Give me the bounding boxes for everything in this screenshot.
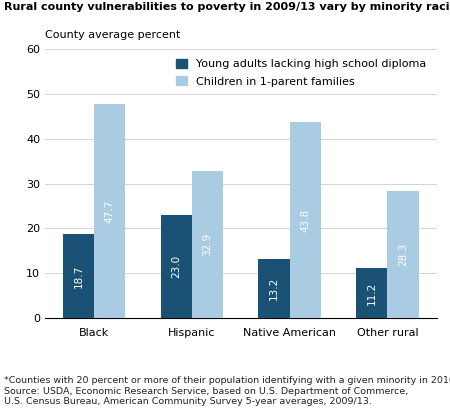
Bar <box>94 104 126 318</box>
Text: 11.2: 11.2 <box>367 282 377 305</box>
Bar <box>192 171 223 318</box>
Text: 32.9: 32.9 <box>202 233 212 256</box>
Bar <box>387 191 418 318</box>
Text: 47.7: 47.7 <box>105 200 115 223</box>
Text: *Counties with 20 percent or more of their population identifying with a given m: *Counties with 20 percent or more of the… <box>4 376 450 406</box>
Bar <box>63 234 94 318</box>
Bar <box>258 259 290 318</box>
Bar <box>356 268 387 318</box>
Text: County average percent: County average percent <box>45 30 180 40</box>
Text: 23.0: 23.0 <box>171 255 181 278</box>
Bar <box>290 122 321 318</box>
Text: Rural county vulnerabilities to poverty in 2009/13 vary by minority racial/ethni: Rural county vulnerabilities to poverty … <box>4 2 450 12</box>
Bar <box>161 215 192 318</box>
Text: 43.8: 43.8 <box>300 208 310 232</box>
Text: 18.7: 18.7 <box>73 265 83 288</box>
Text: 13.2: 13.2 <box>269 277 279 300</box>
Text: 28.3: 28.3 <box>398 243 408 266</box>
Legend: Young adults lacking high school diploma, Children in 1-parent families: Young adults lacking high school diploma… <box>172 55 431 91</box>
